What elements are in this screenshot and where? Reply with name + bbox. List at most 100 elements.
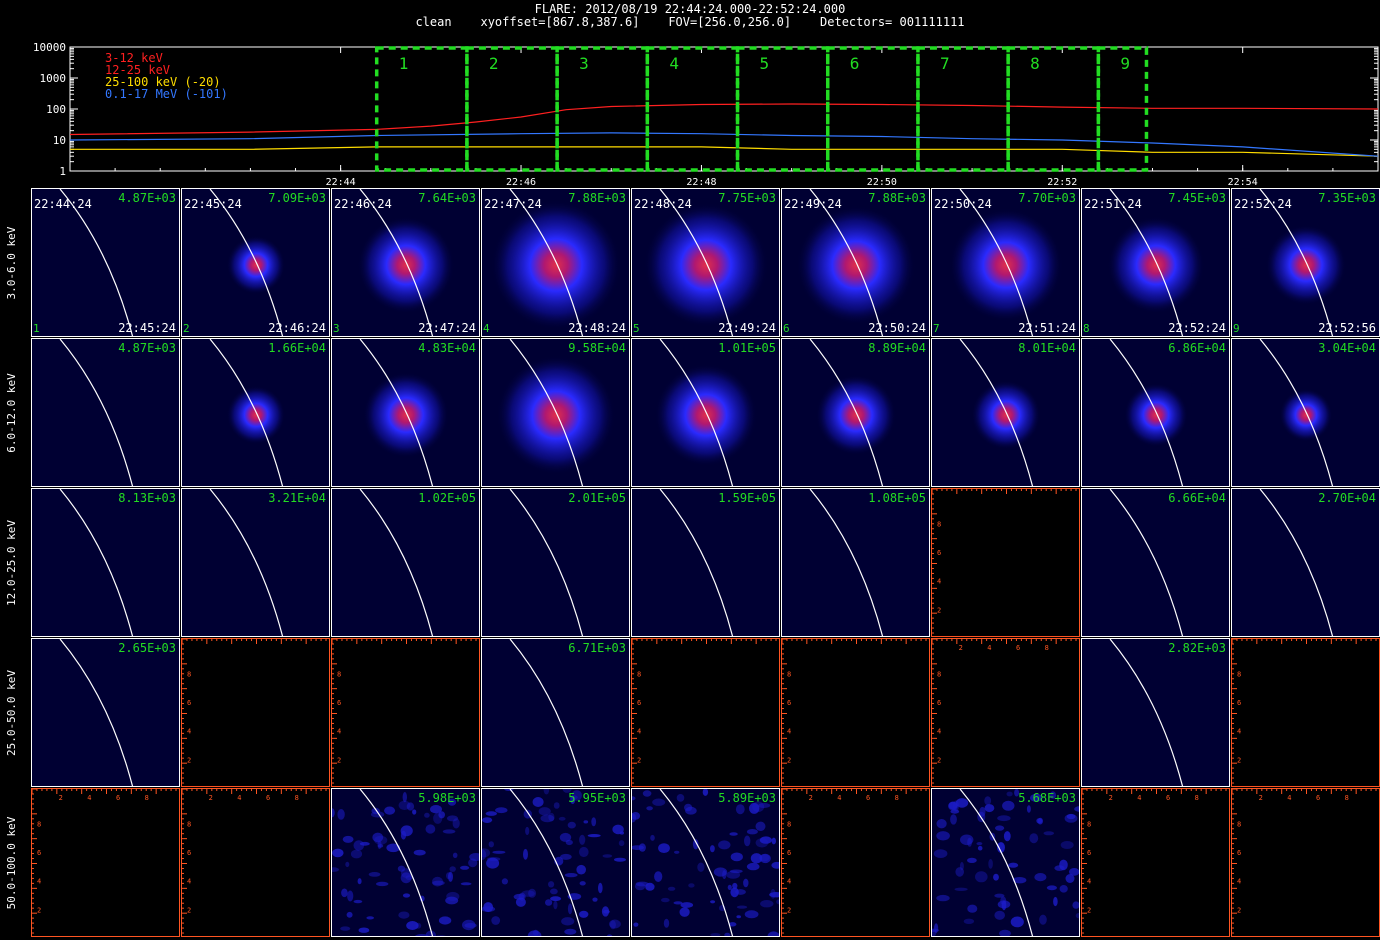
axis-tick-label: 4 (1237, 878, 1241, 886)
noise-blob (565, 839, 573, 846)
noise-blob (543, 789, 550, 795)
noise-blob (967, 904, 978, 913)
image-panel: 1.59E+05 (631, 488, 780, 637)
peak-value: 1.02E+05 (418, 491, 476, 505)
solar-limb-arc (959, 189, 1034, 336)
noise-blob (1046, 885, 1057, 891)
noise-blob (746, 862, 760, 871)
solar-limb-arc (659, 789, 734, 936)
interval-label-7: 7 (940, 54, 950, 73)
noise-blob (357, 878, 362, 885)
noise-blob (679, 907, 690, 917)
noise-blob (400, 872, 412, 884)
axis-tick-label: 2 (809, 794, 813, 802)
noise-blob (532, 929, 539, 936)
noise-blob (728, 922, 737, 927)
peak-value: 1.59E+05 (718, 491, 776, 505)
panel-canvas (659, 489, 734, 636)
noise-blob (515, 897, 526, 907)
image-panel: 2 2 4 4 6 6 8 8 (931, 638, 1080, 787)
image-panel: 1.66E+04 (181, 338, 330, 487)
noise-blob (424, 812, 430, 818)
noise-blob (654, 871, 663, 882)
noise-blob (452, 852, 458, 858)
axis-tick-label: 6 (787, 849, 791, 857)
axis-tick-label: 4 (937, 578, 941, 586)
axis-tick-label: 2 (1237, 756, 1241, 764)
noise-blob (462, 919, 476, 931)
noise-blob (398, 911, 410, 919)
source-emission (1107, 216, 1205, 314)
panel-canvas: 2 4 6 8 (932, 489, 1077, 634)
axis-tick-label: 4 (1237, 728, 1241, 736)
axis-tick-label: 4 (987, 644, 991, 652)
panel-canvas (359, 339, 449, 486)
noise-blob (936, 819, 947, 829)
axis-tick-label: 6 (187, 699, 191, 707)
axis-tick-label: 8 (1237, 820, 1241, 828)
noise-blob (658, 843, 670, 853)
noise-blob (447, 798, 457, 806)
panel-canvas: 2 4 6 8 (332, 639, 477, 784)
noise-blob (332, 848, 344, 858)
axis-tick-label: 8 (1045, 644, 1049, 652)
axis-tick-label: 4 (787, 878, 791, 886)
noise-blob (482, 906, 496, 912)
peak-value: 9.58E+04 (568, 341, 626, 355)
axis-tick-label: 8 (787, 670, 791, 678)
noise-blob (760, 900, 774, 908)
noise-blob (398, 800, 411, 810)
peak-value: 1.01E+05 (718, 341, 776, 355)
y-tick-label: 10000 (33, 41, 66, 54)
noise-blob (1030, 793, 1043, 802)
noise-blob (609, 920, 616, 930)
interval-box-1 (374, 46, 469, 172)
interval-box-2 (465, 46, 559, 172)
noise-blob (342, 835, 354, 843)
noise-blob (948, 801, 958, 811)
source-emission (815, 374, 897, 456)
image-panel: 5.95E+03 (481, 788, 630, 937)
noise-blob (1003, 831, 1011, 842)
peak-value: 8.01E+04 (1018, 341, 1076, 355)
noise-blob (976, 842, 983, 846)
noise-blob (579, 846, 589, 858)
panel-canvas: 2 2 4 4 6 6 8 8 (1082, 789, 1227, 934)
x-tick-label: 22:48 (686, 177, 716, 185)
panel-canvas (932, 789, 1079, 936)
solar-limb-arc (59, 489, 134, 636)
noise-blob (402, 792, 407, 803)
axis-tick-label: 8 (937, 520, 941, 528)
image-panel: 1.08E+05 (781, 488, 930, 637)
solar-limb-arc (659, 189, 734, 336)
noise-blob (967, 837, 972, 847)
noise-blob (567, 903, 573, 915)
panel-canvas (1109, 639, 1184, 786)
source-emission (496, 355, 616, 475)
axis-tick-label: 8 (1345, 794, 1349, 802)
energy-band-label: 50.0-100.0 keV (5, 816, 18, 910)
noise-blob (1060, 841, 1074, 849)
noise-blob (661, 897, 670, 903)
solar-limb-arc (1259, 339, 1334, 486)
interval-start-time: 22:52:24 (1234, 197, 1292, 211)
axis-tick-label: 8 (787, 820, 791, 828)
noise-blob (400, 825, 413, 837)
noise-blob (680, 902, 694, 908)
solar-limb-arc (1109, 489, 1184, 636)
noise-blob (560, 853, 572, 860)
axis-tick-label: 2 (1109, 794, 1113, 802)
interval-start-time: 22:45:24 (184, 197, 242, 211)
noise-blob (532, 797, 544, 807)
noise-blob (445, 896, 459, 905)
noise-blob (446, 815, 459, 822)
peak-value: 2.70E+04 (1318, 491, 1376, 505)
noise-blob (449, 866, 456, 872)
noise-blob (730, 852, 743, 862)
panel-canvas (1109, 489, 1184, 636)
energy-band-label: 12.0-25.0 keV (5, 519, 18, 607)
axis-tick-label: 6 (937, 549, 941, 557)
solar-limb-arc (509, 189, 584, 336)
noise-blob (642, 790, 652, 797)
noise-blob (397, 865, 406, 872)
